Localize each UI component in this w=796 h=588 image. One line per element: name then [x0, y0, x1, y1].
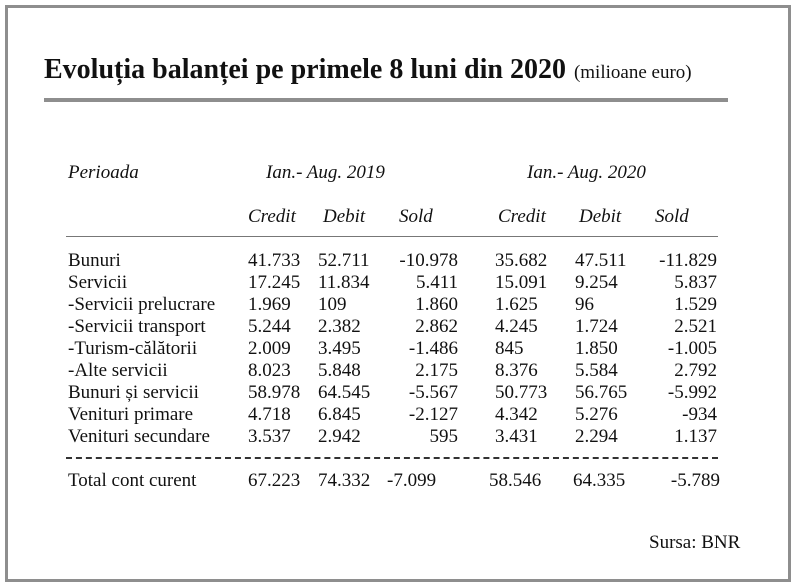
sold-2019: 1.860 [415, 294, 458, 315]
credit-2020: 3.431 [495, 426, 538, 447]
total-sold-2019: -7.099 [387, 470, 437, 491]
sold-2019: 2.175 [415, 360, 458, 381]
credit-2020: 845 [495, 338, 524, 359]
credit-2019: 58.978 [248, 382, 301, 403]
title-unit: (milioane euro) [573, 62, 692, 83]
sold-2020: 1.137 [674, 426, 717, 447]
debit-2019: 2.382 [318, 316, 361, 337]
total-label: Total cont curent [68, 470, 197, 491]
sold-2019: -5.567 [408, 382, 458, 403]
sold-2020: 5.837 [674, 272, 717, 293]
debit-2020: 1.850 [575, 338, 618, 359]
sold-2019: -1.486 [408, 338, 458, 359]
debit-2020: 1.724 [575, 316, 618, 337]
debit-2020: 2.294 [575, 426, 618, 447]
credit-2020: 4.245 [495, 316, 538, 337]
sold-2019: -10.978 [399, 250, 458, 271]
credit-2019: 17.245 [248, 272, 301, 293]
debit-2019: 3.495 [318, 338, 361, 359]
total-sold-2020: -5.789 [670, 470, 720, 491]
credit-2019: 2.009 [248, 338, 291, 359]
row-label: -Servicii transport [68, 316, 206, 337]
sold-2020: 2.521 [674, 316, 717, 337]
sold-2020: 1.529 [674, 294, 717, 315]
credit-2019: 1.969 [248, 294, 291, 315]
credit-2019: 8.023 [248, 360, 291, 381]
period-header: Perioada [68, 162, 139, 183]
col-debit-2019: Debit [323, 206, 366, 227]
total-credit-2019: 67.223 [248, 470, 301, 491]
row-label: Venituri secundare [68, 426, 210, 447]
col-debit-2020: Debit [579, 206, 622, 227]
credit-2020: 50.773 [495, 382, 548, 403]
credit-2020: 1.625 [495, 294, 538, 315]
debit-2019: 64.545 [318, 382, 371, 403]
header-rule [66, 236, 718, 237]
credit-2019: 5.244 [248, 316, 291, 337]
sold-2019: 2.862 [415, 316, 458, 337]
sold-2020: -5.992 [667, 382, 717, 403]
col-sold-2020: Sold [655, 206, 689, 227]
row-label: Venituri primare [68, 404, 194, 425]
col-credit-2020: Credit [498, 206, 546, 227]
debit-2019: 2.942 [318, 426, 361, 447]
sold-2019: 5.411 [415, 272, 458, 293]
col-sold-2019: Sold [399, 206, 433, 227]
debit-2020: 96 [575, 294, 594, 315]
debit-2020: 56.765 [575, 382, 628, 403]
sold-2019: 595 [429, 426, 459, 447]
debit-2019: 5.848 [318, 360, 361, 381]
row-label: Bunuri [68, 250, 121, 271]
total-credit-2020: 58.546 [489, 470, 542, 491]
total-debit-2019: 74.332 [318, 470, 371, 491]
period-2020-header: Ian.- Aug. 2020 [527, 162, 646, 183]
sold-2019: -2.127 [408, 404, 458, 425]
row-label: -Alte servicii [68, 360, 168, 381]
credit-2020: 8.376 [495, 360, 538, 381]
credit-2019: 4.718 [248, 404, 291, 425]
credit-2020: 4.342 [495, 404, 538, 425]
debit-2019: 11.834 [318, 272, 370, 293]
debit-2020: 9.254 [575, 272, 618, 293]
title-underline [44, 98, 728, 102]
credit-2020: 15.091 [495, 272, 548, 293]
credit-2019: 3.537 [248, 426, 291, 447]
row-label: -Servicii prelucrare [68, 294, 216, 315]
page-title: Evoluția balanței pe primele 8 luni din … [44, 54, 692, 86]
title-text: Evoluția balanței pe primele 8 luni din … [44, 54, 566, 85]
row-label: Servicii [68, 272, 128, 293]
col-credit-2019: Credit [248, 206, 296, 227]
debit-2020: 5.276 [575, 404, 618, 425]
debit-2019: 109 [318, 294, 347, 315]
credit-2019: 41.733 [248, 250, 301, 271]
credit-2020: 35.682 [495, 250, 548, 271]
sold-2020: -11.829 [659, 250, 717, 271]
debit-2019: 52.711 [318, 250, 370, 271]
debit-2019: 6.845 [318, 404, 361, 425]
sold-2020: -1.005 [667, 338, 717, 359]
source-note: Sursa: BNR [649, 532, 741, 553]
row-label: Bunuri și servicii [68, 382, 199, 403]
total-debit-2020: 64.335 [573, 470, 626, 491]
row-label: -Turism-călătorii [68, 338, 198, 359]
sold-2020: -934 [682, 404, 717, 425]
total-separator [66, 457, 718, 459]
debit-2020: 47.511 [575, 250, 627, 271]
period-2019-header: Ian.- Aug. 2019 [266, 162, 385, 183]
sold-2020: 2.792 [674, 360, 717, 381]
outer-frame [5, 5, 791, 582]
debit-2020: 5.584 [575, 360, 618, 381]
